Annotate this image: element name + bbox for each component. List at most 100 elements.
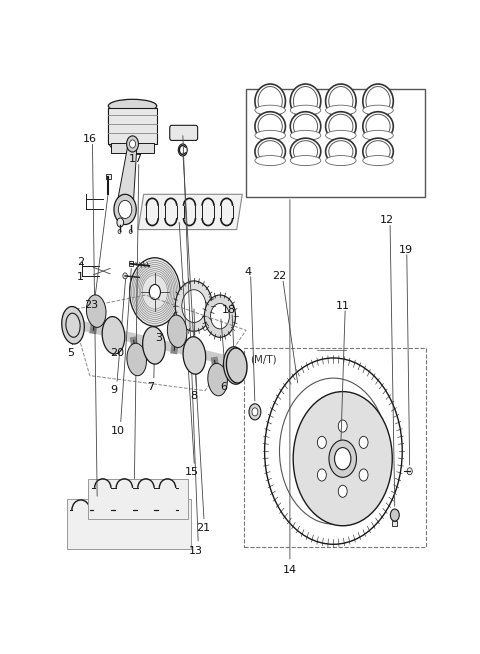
Ellipse shape <box>143 326 165 364</box>
Ellipse shape <box>168 315 187 347</box>
Polygon shape <box>138 194 242 230</box>
Ellipse shape <box>290 156 321 165</box>
Ellipse shape <box>255 130 286 141</box>
Ellipse shape <box>325 112 356 141</box>
Ellipse shape <box>363 84 393 118</box>
Circle shape <box>279 378 387 524</box>
Text: 17: 17 <box>129 154 144 164</box>
Ellipse shape <box>66 313 80 337</box>
Ellipse shape <box>325 105 356 115</box>
Circle shape <box>359 469 368 481</box>
Circle shape <box>127 136 139 152</box>
Text: 13: 13 <box>189 546 203 556</box>
Text: 9: 9 <box>110 385 118 395</box>
Text: 6: 6 <box>220 382 227 392</box>
Ellipse shape <box>363 105 393 115</box>
Circle shape <box>115 329 120 337</box>
Ellipse shape <box>363 156 393 165</box>
Text: 18: 18 <box>222 305 236 315</box>
Circle shape <box>335 447 351 470</box>
FancyBboxPatch shape <box>67 499 192 549</box>
Text: 5: 5 <box>68 348 75 358</box>
FancyBboxPatch shape <box>88 479 188 519</box>
Ellipse shape <box>255 138 286 165</box>
Circle shape <box>182 290 206 322</box>
Polygon shape <box>108 109 112 148</box>
Ellipse shape <box>258 141 282 162</box>
Circle shape <box>338 420 347 432</box>
Circle shape <box>211 303 229 329</box>
Text: 4: 4 <box>244 267 252 277</box>
Text: 14: 14 <box>283 565 297 575</box>
Text: 22: 22 <box>272 271 287 281</box>
Text: 16: 16 <box>83 134 97 144</box>
Ellipse shape <box>227 348 247 383</box>
Circle shape <box>129 230 132 233</box>
Circle shape <box>264 358 402 544</box>
Circle shape <box>117 218 124 227</box>
Ellipse shape <box>290 130 321 141</box>
Circle shape <box>149 284 160 300</box>
Polygon shape <box>117 144 137 215</box>
Circle shape <box>293 392 392 526</box>
FancyBboxPatch shape <box>106 174 111 179</box>
Text: 7: 7 <box>147 382 155 392</box>
Text: 23: 23 <box>84 300 99 310</box>
Circle shape <box>359 436 368 449</box>
Ellipse shape <box>255 156 286 165</box>
Ellipse shape <box>255 105 286 115</box>
Ellipse shape <box>290 84 321 118</box>
Ellipse shape <box>363 112 393 141</box>
Ellipse shape <box>224 347 246 385</box>
FancyBboxPatch shape <box>170 126 198 141</box>
Text: 1: 1 <box>77 273 84 283</box>
Text: 2: 2 <box>77 257 84 267</box>
Ellipse shape <box>258 114 282 139</box>
Circle shape <box>175 281 213 332</box>
Circle shape <box>118 230 121 233</box>
Polygon shape <box>108 109 156 144</box>
Ellipse shape <box>293 141 318 162</box>
FancyBboxPatch shape <box>392 521 397 526</box>
Ellipse shape <box>290 112 321 141</box>
Ellipse shape <box>127 343 146 375</box>
Text: 19: 19 <box>399 245 413 254</box>
Ellipse shape <box>325 84 356 118</box>
Text: 10: 10 <box>111 426 125 436</box>
Circle shape <box>407 468 412 475</box>
Ellipse shape <box>329 141 353 162</box>
Text: 15: 15 <box>185 467 199 477</box>
FancyBboxPatch shape <box>129 262 132 266</box>
Text: 21: 21 <box>196 523 210 532</box>
Ellipse shape <box>102 317 125 354</box>
Circle shape <box>317 469 326 481</box>
Text: 12: 12 <box>380 215 395 226</box>
Ellipse shape <box>325 156 356 165</box>
Ellipse shape <box>108 99 157 112</box>
Ellipse shape <box>325 138 356 165</box>
Ellipse shape <box>329 86 353 116</box>
Circle shape <box>123 273 127 279</box>
Circle shape <box>390 509 399 521</box>
Ellipse shape <box>258 86 282 116</box>
Ellipse shape <box>290 105 321 115</box>
Ellipse shape <box>329 114 353 139</box>
Text: 11: 11 <box>336 301 350 311</box>
Circle shape <box>252 408 258 416</box>
Ellipse shape <box>325 130 356 141</box>
Ellipse shape <box>86 295 106 328</box>
Circle shape <box>329 440 357 477</box>
Circle shape <box>338 485 347 497</box>
Circle shape <box>114 194 136 224</box>
FancyBboxPatch shape <box>111 143 154 153</box>
Ellipse shape <box>293 86 318 116</box>
Text: 3: 3 <box>155 333 162 343</box>
Circle shape <box>62 320 68 327</box>
Circle shape <box>119 200 132 218</box>
Ellipse shape <box>255 84 286 118</box>
Ellipse shape <box>208 364 228 396</box>
Circle shape <box>130 258 180 326</box>
Ellipse shape <box>255 112 286 141</box>
Ellipse shape <box>290 138 321 165</box>
Ellipse shape <box>366 114 390 139</box>
